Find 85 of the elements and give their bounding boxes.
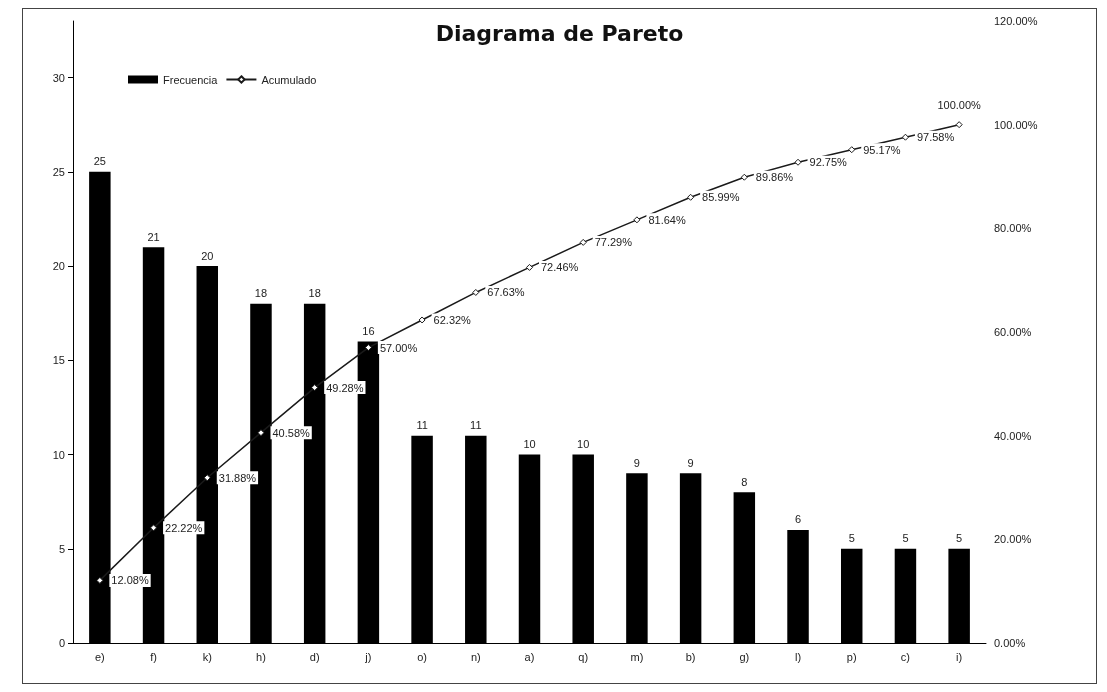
point	[257, 429, 265, 437]
x-tick-label: d)	[309, 650, 320, 663]
data-label: 62.32%	[433, 313, 472, 326]
data-label: 16	[362, 324, 375, 337]
legend-label: Frecuencia	[163, 73, 219, 86]
x-tick-label: g)	[739, 650, 750, 663]
x-tick-label: m)	[630, 650, 644, 663]
y-tick-label: 10	[52, 448, 65, 461]
x-tick-label: a)	[524, 650, 535, 663]
x-tick-label: f)	[150, 650, 157, 663]
y2-tick-label: 100.00%	[994, 118, 1038, 131]
data-label: 85.99%	[702, 191, 740, 204]
point	[150, 524, 158, 532]
y2-tick-label: 20.00%	[994, 533, 1032, 546]
data-label: 11	[416, 419, 428, 432]
x-tick-label: h)	[256, 650, 266, 663]
x-tick-label: j)	[364, 650, 372, 663]
data-label: 81.64%	[648, 213, 686, 226]
data-label: 89.86%	[755, 171, 794, 184]
data-label: 5	[902, 532, 909, 545]
data-label: 77.29%	[594, 236, 633, 249]
point	[579, 238, 587, 246]
x-tick-label: l)	[794, 650, 802, 663]
point	[418, 316, 426, 324]
y2-tick-label: 80.00%	[994, 222, 1032, 235]
data-label: 31.88%	[218, 471, 257, 484]
x-tick-label: c)	[900, 650, 911, 663]
point	[526, 263, 533, 271]
point	[740, 173, 748, 181]
data-label: 11	[470, 419, 482, 432]
x-tick-label: e)	[94, 650, 105, 663]
data-label: 18	[254, 287, 268, 300]
data-label: 22.22%	[165, 521, 203, 534]
data-label: 10	[577, 438, 590, 451]
data-label: 8	[741, 475, 748, 488]
y-tick-label: 15	[52, 354, 65, 367]
data-label: 25	[93, 155, 106, 168]
data-label: 21	[147, 230, 160, 243]
data-label: 92.75%	[809, 156, 848, 169]
point	[848, 146, 856, 154]
y2-tick-label: 120.00%	[994, 15, 1038, 27]
x-tick-label: k)	[202, 650, 212, 663]
point	[901, 133, 909, 141]
point	[794, 158, 802, 166]
data-label: 18	[308, 287, 321, 300]
data-label: 5	[956, 532, 963, 545]
data-label: 67.63%	[487, 286, 525, 299]
point	[311, 384, 319, 392]
y2-tick-label: 40.00%	[994, 429, 1032, 442]
data-label: 5	[848, 532, 855, 545]
point	[364, 344, 372, 352]
data-label: 20	[201, 249, 214, 262]
point	[687, 193, 695, 201]
x-tick-label: p)	[846, 650, 857, 663]
point	[96, 576, 104, 584]
x-tick-label: b)	[685, 650, 696, 663]
legend-label: Acumulado	[261, 73, 317, 86]
x-tick-label: n)	[470, 650, 481, 663]
data-label: 10	[523, 438, 536, 451]
data-label: 95.17%	[863, 143, 901, 156]
chart-title: Diagrama de Pareto	[435, 20, 684, 46]
x-tick-label: o)	[417, 650, 427, 663]
data-label: 49.28%	[326, 381, 364, 394]
y-tick-label: 30	[52, 71, 65, 84]
point	[955, 121, 963, 129]
data-label: 6	[794, 513, 802, 526]
data-label: 97.58%	[916, 131, 955, 144]
x-tick-label: i)	[956, 650, 963, 663]
y-tick-label: 20	[52, 260, 65, 273]
point	[472, 288, 480, 296]
data-label: 57.00%	[379, 341, 418, 354]
data-label: 9	[687, 456, 694, 469]
data-label: 9	[633, 456, 640, 469]
point	[633, 216, 641, 224]
data-label: 40.58%	[272, 426, 310, 439]
point	[203, 474, 211, 482]
y-tick-label: 0	[58, 637, 65, 649]
y2-tick-label: 0.00%	[994, 637, 1026, 649]
y2-tick-label: 60.00%	[994, 326, 1032, 338]
y-tick-label: 5	[58, 542, 65, 555]
x-tick-label: q)	[578, 650, 589, 663]
data-label: 100.00%	[937, 98, 982, 111]
data-label: 72.46%	[541, 261, 579, 274]
y-tick-label: 25	[52, 165, 65, 178]
data-label: 12.08%	[111, 574, 149, 587]
